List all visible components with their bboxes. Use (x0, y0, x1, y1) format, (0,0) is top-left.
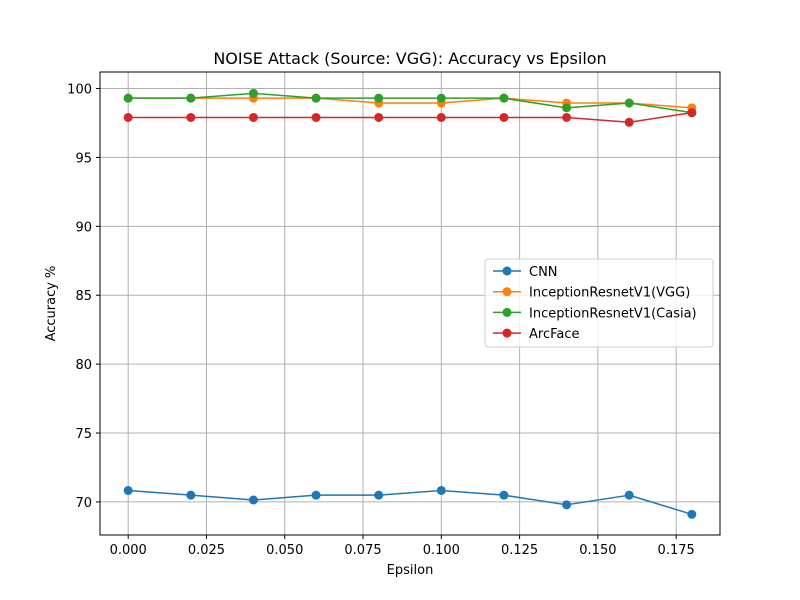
data-point (624, 98, 634, 108)
series-group (123, 88, 697, 519)
data-point (687, 108, 697, 118)
legend-item: InceptionResnetV1(Casia) (493, 306, 697, 321)
x-tick-label: 0.125 (501, 543, 538, 558)
y-tick-label: 95 (75, 151, 92, 166)
legend-marker (502, 307, 512, 317)
y-tick-label: 90 (75, 220, 92, 235)
series-line (128, 111, 692, 124)
y-tick-label: 75 (75, 427, 92, 442)
data-point (123, 112, 133, 122)
data-point (562, 103, 572, 113)
data-point (499, 93, 509, 103)
series-line (128, 92, 692, 114)
legend-label: ArcFace (529, 327, 580, 342)
plot-frame (99, 71, 721, 536)
data-point (123, 93, 133, 103)
data-point (624, 117, 634, 127)
data-point (374, 112, 384, 122)
data-point (311, 93, 321, 103)
data-point (436, 485, 446, 495)
series-line (128, 97, 692, 109)
y-tick-label: 100 (67, 83, 92, 98)
legend-item: InceptionResnetV1(VGG) (493, 286, 690, 301)
legend-marker (502, 328, 512, 338)
data-point (374, 93, 384, 103)
x-tick-label: 0.000 (110, 543, 147, 558)
y-tick-label: 85 (75, 289, 92, 304)
data-point (436, 93, 446, 103)
data-point (186, 93, 196, 103)
series-3 (123, 108, 697, 127)
series-line (128, 489, 693, 516)
data-point (123, 485, 133, 495)
legend-label: CNN (529, 265, 558, 280)
data-point (311, 112, 321, 122)
x-tick-label: 0.100 (423, 543, 460, 558)
data-point (248, 495, 258, 505)
data-point (374, 490, 384, 500)
data-point (624, 490, 634, 500)
y-tick-label: 70 (75, 496, 92, 511)
legend-label: InceptionResnetV1(Casia) (529, 306, 697, 321)
data-point (436, 112, 446, 122)
legend-marker (502, 266, 512, 276)
data-point (186, 112, 196, 122)
legend: CNN InceptionResnetV1(VGG) InceptionResnet… (484, 258, 714, 348)
legend-label: InceptionResnetV1(VGG) (529, 286, 690, 301)
data-point (687, 509, 697, 519)
data-point (499, 112, 509, 122)
x-tick-label: 0.175 (658, 543, 695, 558)
x-tick-label: 0.150 (579, 543, 616, 558)
legend-box (484, 258, 714, 348)
series-0 (123, 485, 697, 519)
legend-item: ArcFace (493, 327, 580, 342)
data-point (186, 490, 196, 500)
data-point (248, 112, 258, 122)
data-point (562, 500, 572, 510)
data-point (562, 112, 572, 122)
x-tick-label: 0.075 (344, 543, 381, 558)
x-tick-label: 0.050 (266, 543, 303, 558)
legend-marker (502, 287, 512, 297)
chart-title: NOISE Attack (Source: VGG): Accuracy vs … (213, 49, 606, 68)
data-point (499, 490, 509, 500)
x-axis-label: Epsilon (387, 563, 434, 578)
data-point (248, 88, 258, 98)
grid (100, 72, 720, 535)
x-tick-label: 0.025 (188, 543, 225, 558)
y-tick-label: 80 (75, 358, 92, 373)
axis-ticks: 0.000 0.025 0.050 0.075 0.100 0.125 0.150 0.175… (67, 83, 695, 558)
legend-item: CNN (493, 265, 558, 280)
data-point (311, 490, 321, 500)
y-axis-label: Accuracy % (44, 266, 59, 342)
